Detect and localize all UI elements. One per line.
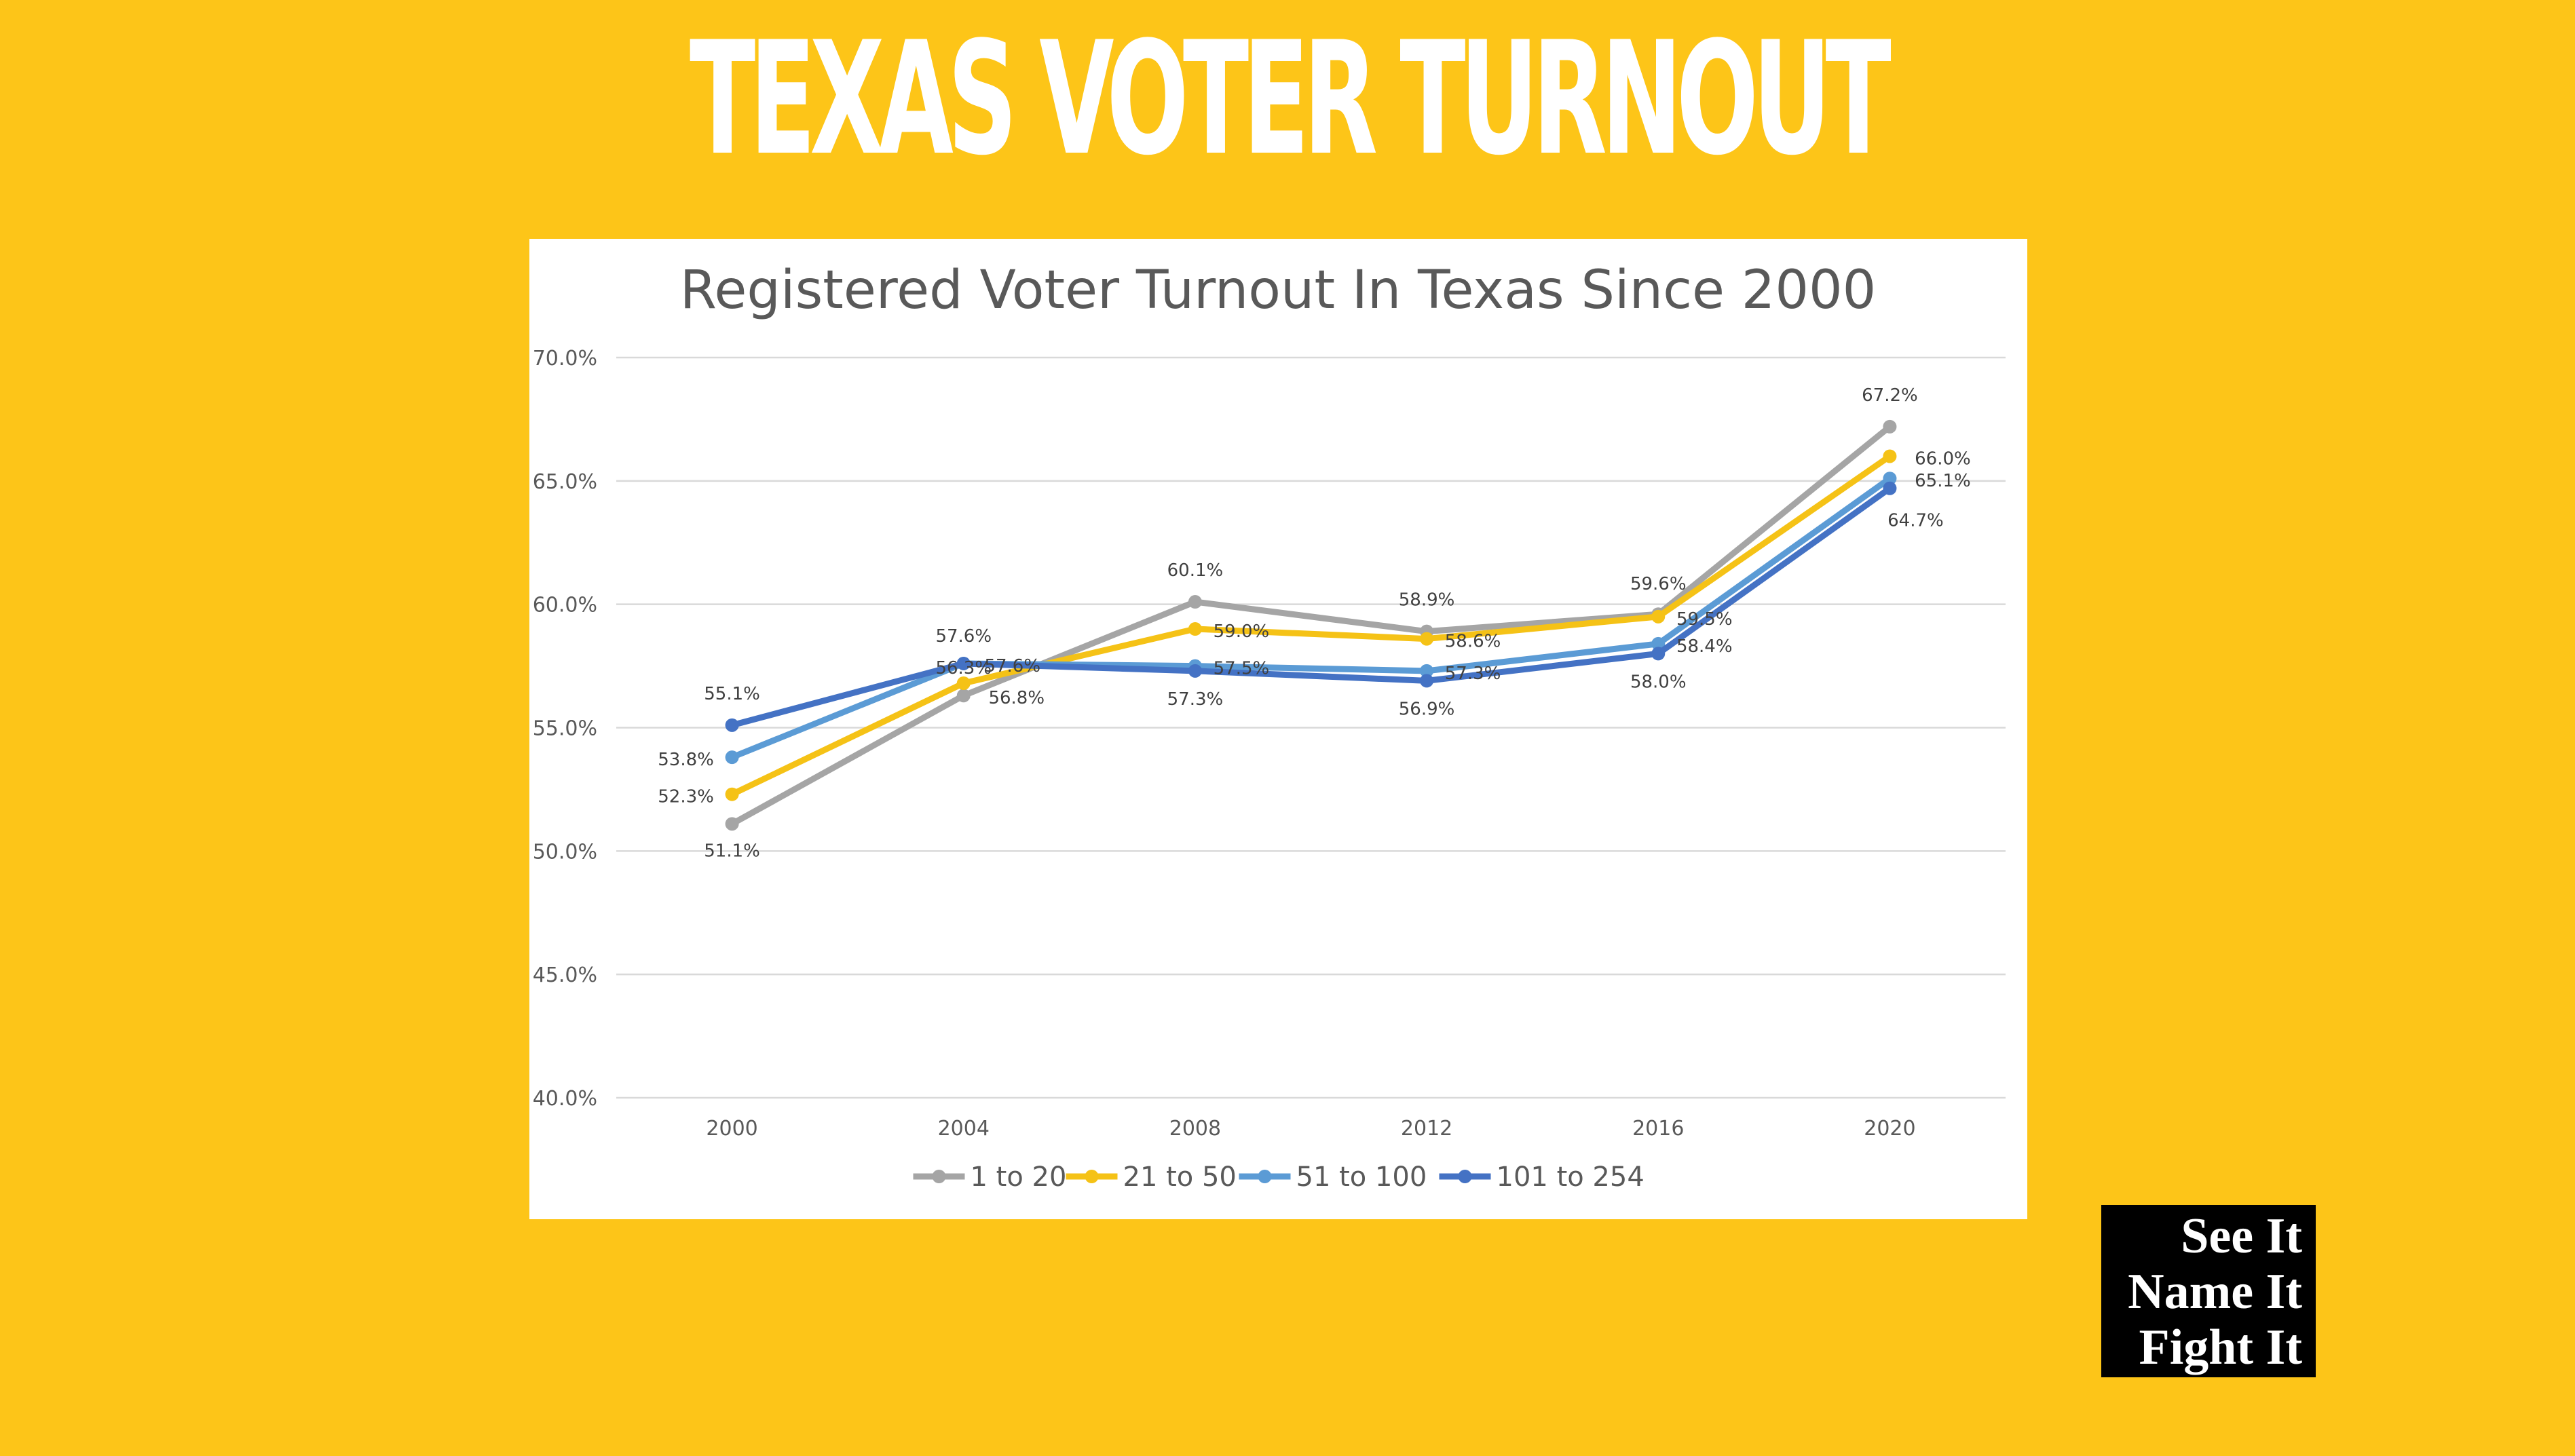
page-title: TEXAS VOTER TURNOUT	[689, 9, 1892, 190]
y-tick-label: 45.0%	[533, 963, 597, 987]
data-label: 59.5%	[1676, 609, 1733, 630]
data-label: 57.6%	[984, 656, 1040, 676]
data-label: 57.6%	[935, 626, 992, 647]
legend-marker	[1258, 1170, 1272, 1183]
x-tick-label: 2016	[1632, 1117, 1684, 1141]
y-tick-label: 65.0%	[533, 470, 597, 494]
line-chart: Registered Voter Turnout In Texas Since …	[533, 260, 2006, 1193]
data-point	[1651, 636, 1666, 651]
data-point	[956, 656, 971, 670]
data-point	[1651, 609, 1666, 624]
data-label: 64.7%	[1887, 511, 1944, 531]
data-point	[1188, 622, 1202, 636]
data-label: 60.1%	[1167, 560, 1224, 581]
legend-marker	[932, 1170, 946, 1183]
data-label: 53.8%	[658, 750, 714, 770]
data-label: 57.3%	[1167, 689, 1224, 710]
data-point	[1883, 449, 1897, 463]
data-label: 67.2%	[1862, 385, 1918, 406]
y-tick-label: 40.0%	[533, 1087, 597, 1111]
data-point	[1883, 481, 1897, 495]
x-tick-label: 2008	[1169, 1117, 1221, 1141]
data-point	[1420, 632, 1434, 646]
data-label: 58.9%	[1399, 590, 1455, 611]
series-line	[729, 423, 1893, 827]
legend-entry: 101 to 254	[1497, 1162, 1644, 1193]
x-tick-label: 2004	[938, 1117, 990, 1141]
y-tick-label: 55.0%	[533, 717, 597, 741]
data-point	[1188, 595, 1202, 609]
data-label: 57.3%	[1445, 664, 1501, 684]
data-label: 58.6%	[1445, 632, 1501, 652]
x-tick-label: 2012	[1401, 1117, 1452, 1141]
data-point	[1420, 664, 1434, 678]
data-point	[725, 750, 739, 765]
data-label: 56.8%	[988, 688, 1045, 708]
data-label: 58.4%	[1676, 636, 1733, 657]
data-label: 56.9%	[1399, 699, 1455, 719]
data-label: 56.3%	[935, 658, 992, 678]
data-point	[956, 676, 971, 691]
legend-marker	[1085, 1170, 1099, 1183]
data-point	[956, 689, 971, 703]
data-point	[1883, 419, 1897, 434]
data-label: 58.0%	[1630, 672, 1687, 692]
data-label: 59.0%	[1214, 621, 1270, 642]
data-point	[725, 787, 739, 801]
series-line	[729, 475, 1893, 761]
data-label: 51.1%	[704, 841, 760, 861]
data-label: 59.6%	[1630, 574, 1687, 594]
see-it-name-it-fight-it-logo: See It Name It Fight It	[2101, 1205, 2316, 1377]
data-point	[725, 718, 739, 732]
chart-title: Registered Voter Turnout In Texas Since …	[680, 260, 1877, 321]
data-label: 65.1%	[1915, 471, 1971, 491]
y-tick-label: 70.0%	[533, 347, 597, 370]
data-point	[1651, 647, 1666, 661]
data-label: 66.0%	[1915, 448, 1971, 469]
legend-entry: 51 to 100	[1296, 1162, 1427, 1193]
series-line	[729, 485, 1893, 729]
data-label: 52.3%	[658, 787, 714, 807]
data-point	[1420, 674, 1434, 688]
x-tick-label: 2000	[706, 1117, 757, 1141]
legend-entry: 1 to 20	[971, 1162, 1067, 1193]
logo-line-2: Name It	[2128, 1264, 2302, 1320]
data-label: 57.5%	[1214, 659, 1270, 679]
data-point	[1188, 664, 1202, 678]
data-point	[725, 817, 739, 831]
data-label: 55.1%	[704, 684, 760, 704]
y-tick-label: 50.0%	[533, 840, 597, 864]
logo-line-1: See It	[2181, 1208, 2302, 1264]
data-point	[1883, 472, 1897, 486]
series-line	[729, 453, 1893, 798]
logo-line-3: Fight It	[2139, 1320, 2303, 1375]
y-tick-label: 60.0%	[533, 594, 597, 617]
legend-marker	[1458, 1170, 1472, 1183]
x-tick-label: 2020	[1864, 1117, 1915, 1141]
chart-panel: Registered Voter Turnout In Texas Since …	[529, 239, 2027, 1219]
legend-entry: 21 to 50	[1123, 1162, 1237, 1193]
